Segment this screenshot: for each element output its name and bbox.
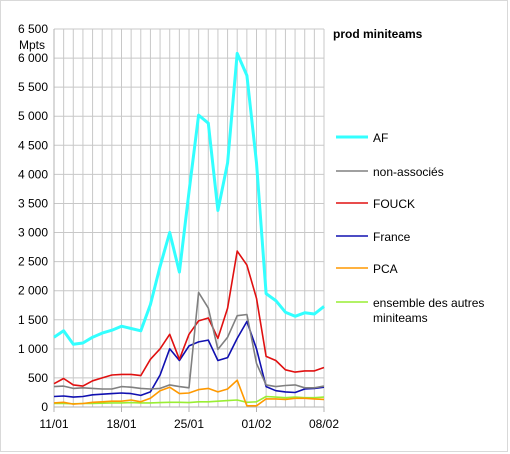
y-tick-label: 5 000 bbox=[18, 109, 48, 123]
y-tick-label: 5 500 bbox=[18, 80, 48, 94]
legend-label: ensemble des autres miniteams bbox=[373, 296, 484, 325]
x-tick-label: 18/01 bbox=[106, 417, 136, 431]
series-lines bbox=[53, 51, 325, 407]
y-tick-label: 3 000 bbox=[18, 226, 48, 240]
x-tick-label: 25/01 bbox=[174, 417, 204, 431]
y-tick-label: 4 500 bbox=[18, 138, 48, 152]
y-tick-label: 1 000 bbox=[18, 342, 48, 356]
series-line bbox=[53, 379, 325, 407]
series-line bbox=[53, 51, 325, 346]
series-line bbox=[53, 291, 325, 390]
y-tick-label: 4 000 bbox=[18, 167, 48, 181]
y-tick-label: 2 000 bbox=[18, 284, 48, 298]
y-tick-label: 1 500 bbox=[18, 313, 48, 327]
chart-title: prod miniteams bbox=[333, 27, 423, 41]
gridlines bbox=[53, 28, 325, 408]
y-tick-label: 6 500 bbox=[18, 22, 48, 36]
x-tick-label: 01/02 bbox=[241, 417, 271, 431]
axes: 0 500 1 000 1 500 2 000 2 500 3 000 3 500 4 000 4… bbox=[18, 22, 339, 431]
legend-label: non-associés bbox=[373, 165, 444, 179]
y-axis-label: Mpts bbox=[19, 38, 45, 52]
legend-label: FOUCK bbox=[373, 197, 415, 211]
x-tick-label: 11/01 bbox=[39, 417, 68, 431]
y-tick-label: 6 000 bbox=[18, 51, 48, 65]
y-tick-label: 3 500 bbox=[18, 196, 48, 210]
legend-label: AF bbox=[373, 131, 388, 145]
series-line bbox=[54, 395, 325, 405]
series-line bbox=[53, 320, 325, 398]
legend-label: PCA bbox=[373, 262, 398, 276]
x-tick-label: 08/02 bbox=[309, 417, 339, 431]
y-tick-label: 500 bbox=[28, 371, 48, 385]
legend: AF non-associés FOUCK France PCA ensemble des… bbox=[336, 131, 484, 325]
y-tick-label: 2 500 bbox=[18, 255, 48, 269]
legend-label: France bbox=[373, 230, 411, 244]
series-line bbox=[53, 250, 325, 387]
y-tick-label: 0 bbox=[41, 400, 48, 414]
